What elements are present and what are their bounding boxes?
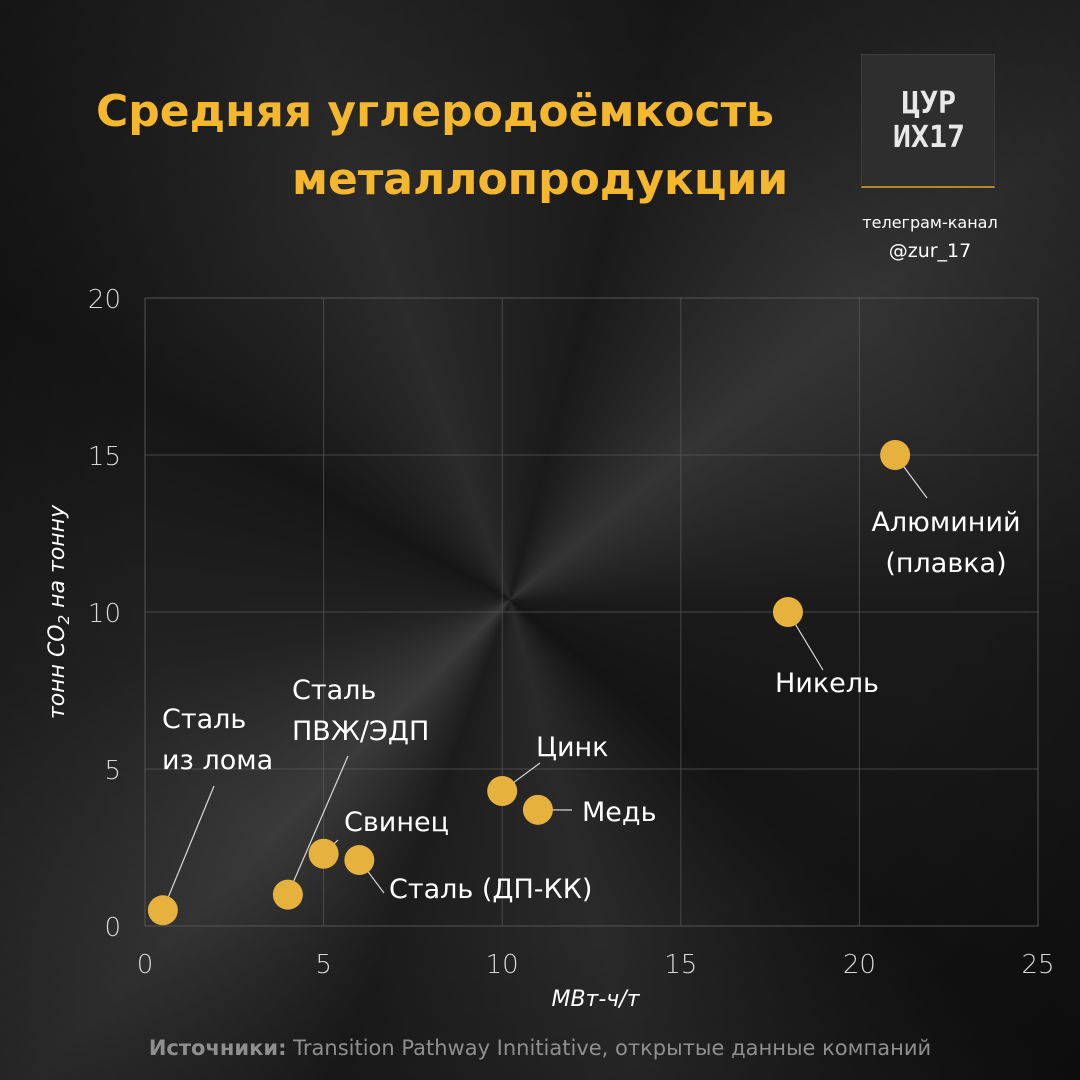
data-point-label: Сталь (ДП-КК) <box>389 874 592 905</box>
x-tick-label: 20 <box>843 950 876 980</box>
y-tick-label: 0 <box>104 913 121 943</box>
y-tick-label: 5 <box>104 756 121 786</box>
data-point-label: Свинец <box>344 807 449 838</box>
leader-line <box>287 755 349 895</box>
data-point <box>772 597 803 627</box>
x-tick-label: 10 <box>486 950 519 980</box>
channel-logo: ЦУР ИХ17 <box>861 54 995 188</box>
data-point <box>522 794 553 825</box>
data-point <box>147 895 178 926</box>
scatter-chart: 0 5 10 15 20 25 0 5 10 15 20 МВт-ч/т тонн CO2 на тон… <box>45 285 1055 1012</box>
x-tick-label: 15 <box>664 950 697 980</box>
logo-text-line-2: ИХ17 <box>893 120 965 155</box>
x-axis-label: МВт-ч/т <box>551 987 640 1012</box>
y-tick-label: 15 <box>88 442 121 472</box>
data-point <box>272 879 303 910</box>
leader-line <box>162 785 215 911</box>
y-axis-label: тонн CO2 на тонну <box>45 504 73 719</box>
source-note: Источники: Transition Pathway Innitiativ… <box>0 1036 1080 1060</box>
data-point <box>344 845 375 876</box>
data-point <box>308 838 339 869</box>
data-point <box>880 440 911 470</box>
x-tick-label: 0 <box>137 950 154 980</box>
data-point-label: Алюминий (плавка) <box>871 507 1020 579</box>
data-point <box>487 775 518 806</box>
chart-title-line-1: Средняя углеродоёмкость <box>96 86 774 137</box>
source-text: Transition Pathway Innitiative, открытые… <box>286 1036 932 1060</box>
source-prefix: Источники: <box>148 1036 287 1060</box>
x-tick-label: 5 <box>315 950 332 980</box>
data-point-label: Цинк <box>536 732 608 763</box>
y-tick-label: 20 <box>88 285 121 315</box>
chart-title-line-2: металлопродукции <box>292 154 789 205</box>
y-tick-label: 10 <box>88 599 121 629</box>
data-point-label: Никель <box>775 668 879 699</box>
channel-label: телеграм-канал <box>862 213 998 232</box>
data-point-label: Сталь ПВЖ/ЭДП <box>292 675 429 747</box>
channel-handle[interactable]: @zur_17 <box>888 240 972 262</box>
data-point-label: Сталь из лома <box>162 704 273 776</box>
logo-text-line-1: ЦУР <box>902 86 956 121</box>
x-tick-label: 25 <box>1021 950 1054 980</box>
data-point-label: Медь <box>582 797 657 828</box>
